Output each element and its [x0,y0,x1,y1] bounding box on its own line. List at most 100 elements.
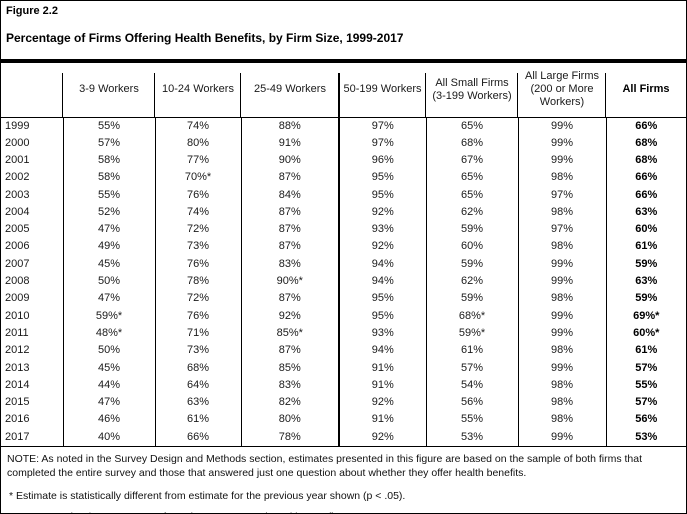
year-cell: 2003 [5,188,30,201]
table-row: 2013 45% 68% 85% 91% 57% 99% 57% [1,359,686,377]
value-cell: 60% [605,220,686,239]
value-cell: 57% [605,359,686,377]
year-cell: 2008 [5,275,30,288]
table-row: 2011 48%* 71% 85%* 93% 59%* 99% 60%* [1,324,686,343]
value-cell: 66% [154,428,241,447]
value-cell: 61% [154,411,241,429]
table-row: 2007 45% 76% 83% 94% 59% 99% 59% [1,255,686,273]
value-cell: 53% [425,428,518,447]
value-cell: 73% [154,342,241,360]
value-cell: 72% [154,220,241,239]
value-cell: 94% [338,272,426,291]
value-cell: 63% [605,203,686,221]
value-cell: 78% [154,272,241,291]
note-text: NOTE: As noted in the Survey Design and … [7,452,643,479]
value-cell: 83% [240,376,339,394]
value-cell: 99% [517,428,606,447]
value-cell: 95% [338,169,426,187]
value-cell: 47% [62,220,155,239]
value-cell: 80% [154,134,241,152]
year-cell: 2001 [5,153,30,166]
value-cell: 61% [425,342,518,360]
value-cell: 92% [338,428,426,447]
table-row: 2003 55% 76% 84% 95% 65% 97% 66% [1,186,686,204]
value-cell: 57% [425,359,518,377]
column-header-all-small-firms: All Small Firms (3-199 Workers) [425,63,518,118]
value-cell: 98% [517,203,606,221]
value-cell: 84% [240,186,339,204]
value-cell: 49% [62,238,155,256]
value-cell: 68% [605,134,686,152]
value-cell: 91% [338,359,426,377]
value-cell: 91% [338,411,426,429]
value-cell: 48%* [62,324,155,343]
value-cell: 98% [517,411,606,429]
table-row: 2014 44% 64% 83% 91% 54% 98% 55% [1,376,686,394]
value-cell: 96% [338,151,426,170]
table-row: 2005 47% 72% 87% 93% 59% 97% 60% [1,220,686,239]
value-cell: 92% [338,238,426,256]
value-cell: 60%* [605,324,686,343]
value-cell: 99% [517,324,606,343]
value-cell: 87% [240,290,339,308]
value-cell: 69%* [605,307,686,325]
value-cell: 99% [517,359,606,377]
value-cell: 98% [517,393,606,412]
value-cell: 54% [425,376,518,394]
figure-title: Percentage of Firms Offering Health Bene… [6,31,404,45]
value-cell: 99% [517,272,606,291]
column-header-25-49-workers: 25-49 Workers [240,63,339,118]
value-cell: 58% [62,169,155,187]
value-cell: 82% [240,393,339,412]
value-cell: 59% [605,255,686,273]
value-cell: 70%* [154,169,241,187]
table-row: 2015 47% 63% 82% 92% 56% 98% 57% [1,393,686,412]
year-cell: 2005 [5,223,30,236]
year-cell: 2010 [5,309,30,322]
table-row: 2017 40% 66% 78% 92% 53% 99% 53% [1,428,686,447]
column-header-10-24-workers: 10-24 Workers [154,63,241,118]
table-row: 2012 50% 73% 87% 94% 61% 98% 61% [1,342,686,360]
value-cell: 59% [425,220,518,239]
value-cell: 52% [62,203,155,221]
value-cell: 76% [154,186,241,204]
value-cell: 91% [338,376,426,394]
value-cell: 53% [605,428,686,447]
table-row: 2001 58% 77% 90% 96% 67% 99% 68% [1,151,686,170]
value-cell: 87% [240,238,339,256]
table-row: 2016 46% 61% 80% 91% 55% 98% 56% [1,411,686,429]
value-cell: 99% [517,134,606,152]
header-row: 3-9 Workers 10-24 Workers 25-49 Workers … [1,63,686,118]
value-cell: 87% [240,203,339,221]
notes-block: NOTE: As noted in the Survey Design and … [1,447,686,513]
value-cell: 64% [154,376,241,394]
value-cell: 74% [154,117,241,135]
column-header-all-firms: All Firms [605,63,686,118]
value-cell: 92% [240,307,339,325]
value-cell: 66% [605,117,686,135]
value-cell: 68% [425,134,518,152]
value-cell: 97% [517,220,606,239]
value-cell: 99% [517,151,606,170]
value-cell: 85%* [240,324,339,343]
value-cell: 59%* [425,324,518,343]
value-cell: 90% [240,151,339,170]
value-cell: 98% [517,290,606,308]
value-cell: 97% [338,117,426,135]
value-cell: 60% [425,238,518,256]
value-cell: 98% [517,238,606,256]
asterisk-note-text: * Estimate is statistically different fr… [9,489,406,502]
value-cell: 99% [517,307,606,325]
value-cell: 63% [154,393,241,412]
year-cell: 2012 [5,344,30,357]
value-cell: 62% [425,203,518,221]
value-cell: 90%* [240,272,339,291]
value-cell: 55% [605,376,686,394]
value-cell: 57% [605,393,686,412]
value-cell: 94% [338,255,426,273]
title-block: Figure 2.2 Percentage of Firms Offering … [1,1,686,59]
value-cell: 77% [154,151,241,170]
value-cell: 72% [154,290,241,308]
value-cell: 55% [62,117,155,135]
